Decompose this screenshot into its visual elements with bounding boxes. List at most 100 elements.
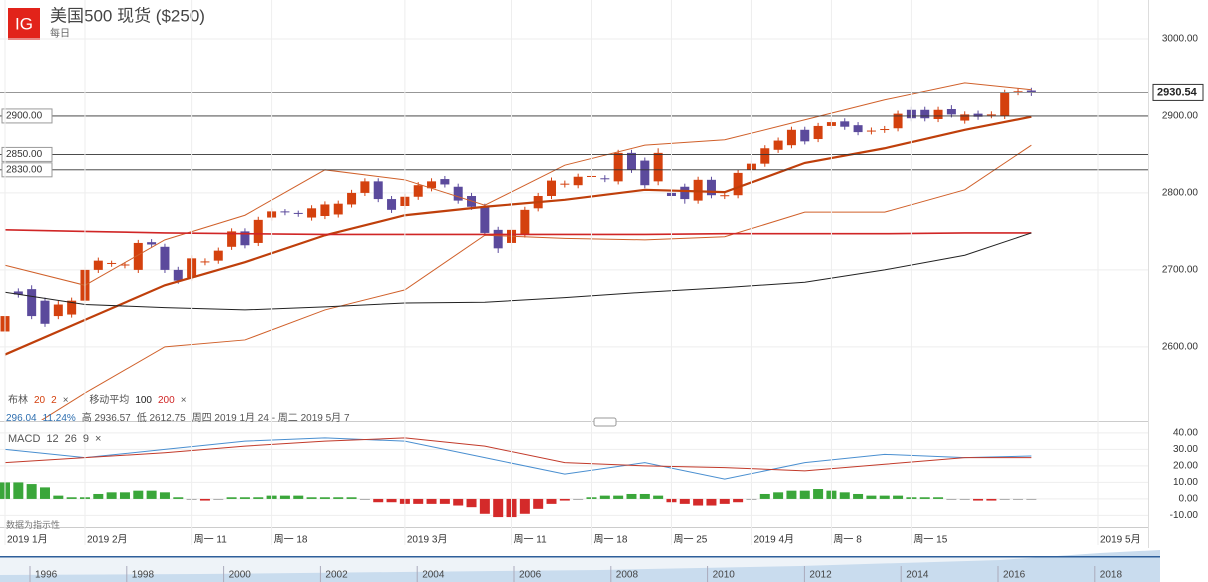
- histogram-bar: [13, 482, 24, 499]
- candle-body: [560, 183, 570, 185]
- navigator-area: [0, 550, 1160, 582]
- histogram-bar: [346, 497, 357, 499]
- y-tick-label: 10.00: [1173, 477, 1198, 488]
- x-tick-label: 2019 2月: [87, 534, 128, 546]
- label: 移动平均: [89, 395, 130, 406]
- x-tick-label: 2019 3月: [407, 534, 448, 546]
- candle-body: [840, 121, 850, 127]
- y-tick-label: 30.00: [1173, 444, 1198, 455]
- candle-body: [640, 160, 650, 186]
- interval: 每日: [50, 27, 70, 40]
- close[interactable]: ×: [62, 395, 69, 406]
- navigator-year: 2018: [1100, 570, 1123, 581]
- last-price-tag: [1152, 83, 1204, 101]
- histogram-bar: [173, 497, 184, 499]
- pane-separator: [0, 421, 1148, 422]
- histogram-bar: [253, 497, 264, 499]
- y-tick-label: 2600.00: [1162, 342, 1199, 353]
- histogram-bar: [626, 493, 637, 499]
- candle-body: [347, 192, 357, 205]
- candle-body: [693, 179, 703, 201]
- histogram-bar: [879, 495, 890, 499]
- y-tick-label: -10.00: [1170, 510, 1199, 521]
- candle-body: [360, 181, 370, 193]
- candle-body: [147, 242, 157, 245]
- x-tick-label: 周一 8: [833, 534, 862, 546]
- navigator-year: 2016: [1003, 570, 1026, 581]
- candle-body: [493, 229, 503, 249]
- candle-body: [160, 246, 170, 270]
- candle-body: [1013, 91, 1023, 93]
- macd-line: [4, 437, 1032, 472]
- x-tick-label: 周一 11: [194, 534, 228, 546]
- candle-body: [120, 264, 130, 266]
- navigator-year: 2010: [713, 570, 736, 581]
- candle-body: [653, 152, 663, 182]
- histogram-bar: [226, 497, 237, 499]
- x-tick-label: 2019 5月: [1100, 534, 1141, 546]
- x-tick-label: 周一 15: [913, 534, 947, 546]
- y-tick-label: 20.00: [1173, 461, 1198, 472]
- candle-body: [720, 195, 730, 197]
- x-tick-label: 周一 11: [514, 534, 548, 546]
- close[interactable]: ×: [180, 395, 187, 406]
- histogram-bar: [853, 493, 864, 499]
- histogram-bar: [453, 498, 464, 506]
- histogram-bar: [759, 493, 770, 499]
- candle-body: [307, 208, 317, 218]
- candle-body: [600, 178, 610, 180]
- param: 26: [64, 433, 77, 445]
- y-tick-label: 2900.00: [1162, 111, 1199, 122]
- histogram-bar: [559, 498, 570, 501]
- histogram-bar: [26, 484, 37, 499]
- candle-body: [786, 129, 796, 146]
- histogram-bar: [533, 498, 544, 509]
- histogram-bar: [733, 498, 744, 503]
- y-tick-label: 2800.00: [1162, 188, 1199, 199]
- overlay-line: [4, 115, 1032, 356]
- navigator-year: 2004: [422, 570, 445, 581]
- histogram-bar: [786, 490, 797, 499]
- close[interactable]: ×: [95, 433, 102, 445]
- candle-body: [40, 300, 50, 324]
- overlay-line: [4, 229, 1032, 236]
- histogram-bar: [866, 495, 877, 499]
- histogram-bar: [293, 495, 304, 499]
- candle-body: [427, 181, 437, 189]
- candle-body: [773, 140, 783, 150]
- logo-text: IG: [15, 14, 33, 33]
- candle-body: [880, 129, 890, 131]
- histogram-bar: [439, 498, 450, 504]
- param: 200: [158, 395, 175, 406]
- histogram-bar: [413, 498, 424, 504]
- histogram-bar: [1026, 498, 1037, 500]
- param: 12: [46, 433, 59, 445]
- candle-body: [280, 211, 290, 213]
- histogram-bar: [306, 497, 317, 499]
- param: 9: [82, 433, 90, 445]
- right-axis-border: [1148, 0, 1149, 548]
- candle-body: [13, 291, 23, 295]
- resize-handle[interactable]: [593, 417, 617, 427]
- candle-body: [800, 129, 810, 142]
- histogram-bar: [493, 498, 504, 518]
- histogram-bar: [546, 498, 557, 504]
- candle-body: [320, 204, 330, 217]
- histogram-bar: [146, 490, 157, 499]
- candle-body: [813, 125, 823, 140]
- navigator-year: 2008: [616, 570, 639, 581]
- histogram-bar: [66, 497, 77, 499]
- candle-body: [520, 209, 530, 235]
- candle-body: [453, 186, 463, 201]
- histogram-bar: [973, 498, 984, 501]
- y-tick-label: 40.00: [1173, 428, 1198, 439]
- macd-line: [4, 437, 1032, 480]
- navigator-border: [0, 556, 1160, 558]
- histogram-bar: [679, 498, 690, 504]
- histogram-bar: [773, 492, 784, 499]
- y-tick-label: 0.00: [1179, 494, 1199, 505]
- candle-body: [920, 109, 930, 119]
- x-tick-label: 2019 1月: [7, 534, 48, 546]
- plot-area: [0, 82, 1036, 420]
